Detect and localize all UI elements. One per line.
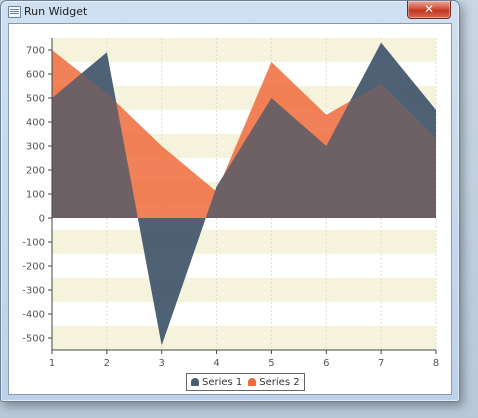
chart-legend: Series 1 Series 2 <box>186 373 305 391</box>
y-tick-label-200: 200 <box>26 166 45 177</box>
series-area-1-overlay <box>52 42 436 346</box>
x-tick-label-5: 5 <box>268 358 274 369</box>
y-tick-label-100: 100 <box>26 190 45 201</box>
y-tick-label--400: -400 <box>22 310 45 321</box>
window-icon <box>8 6 21 18</box>
y-tick-label-500: 500 <box>26 94 45 105</box>
band-12 <box>52 38 436 62</box>
y-tick-label--200: -200 <box>22 262 45 273</box>
band-2 <box>52 278 436 302</box>
y-tick-label--500: -500 <box>22 334 45 345</box>
legend-label-series-1: Series 1 <box>202 376 243 388</box>
y-tick-label--300: -300 <box>22 286 45 297</box>
y-tick-label-0: 0 <box>39 214 45 225</box>
area-chart: -500 -400 -300 -200 -100 0 100 200 300 400 500 600 7… <box>22 38 439 369</box>
x-tick-label-8: 8 <box>433 358 439 369</box>
x-tick-label-6: 6 <box>323 358 329 369</box>
band-4 <box>52 230 436 254</box>
legend-label-series-2: Series 2 <box>259 376 300 388</box>
x-tick-label-4: 4 <box>213 358 219 369</box>
y-tick-label-600: 600 <box>26 70 45 81</box>
x-tick-label-3: 3 <box>159 358 165 369</box>
y-tick-label--100: -100 <box>22 238 45 249</box>
app-window: Run Widget ✕ -500 -400 -300 -200 -100 0 100 200… <box>0 0 460 402</box>
window-title: Run Widget <box>24 5 88 18</box>
close-icon: ✕ <box>423 2 435 16</box>
x-tick-label-2: 2 <box>104 358 110 369</box>
legend-marker-series-2 <box>248 378 257 386</box>
x-tick-label-1: 1 <box>49 358 55 369</box>
close-button[interactable]: ✕ <box>407 1 451 19</box>
legend-item-series-1: Series 1 <box>191 377 242 388</box>
legend-item-series-2: Series 2 <box>248 376 300 388</box>
legend-marker-series-1 <box>191 378 199 386</box>
title-bar[interactable]: Run Widget ✕ <box>1 1 459 23</box>
chart-panel: -500 -400 -300 -200 -100 0 100 200 300 400 500 600 7… <box>8 23 452 395</box>
y-tick-label-300: 300 <box>26 142 45 153</box>
band-0 <box>52 326 436 350</box>
y-tick-label-400: 400 <box>26 118 45 129</box>
y-tick-label-700: 700 <box>26 46 45 57</box>
x-tick-label-7: 7 <box>378 358 384 369</box>
